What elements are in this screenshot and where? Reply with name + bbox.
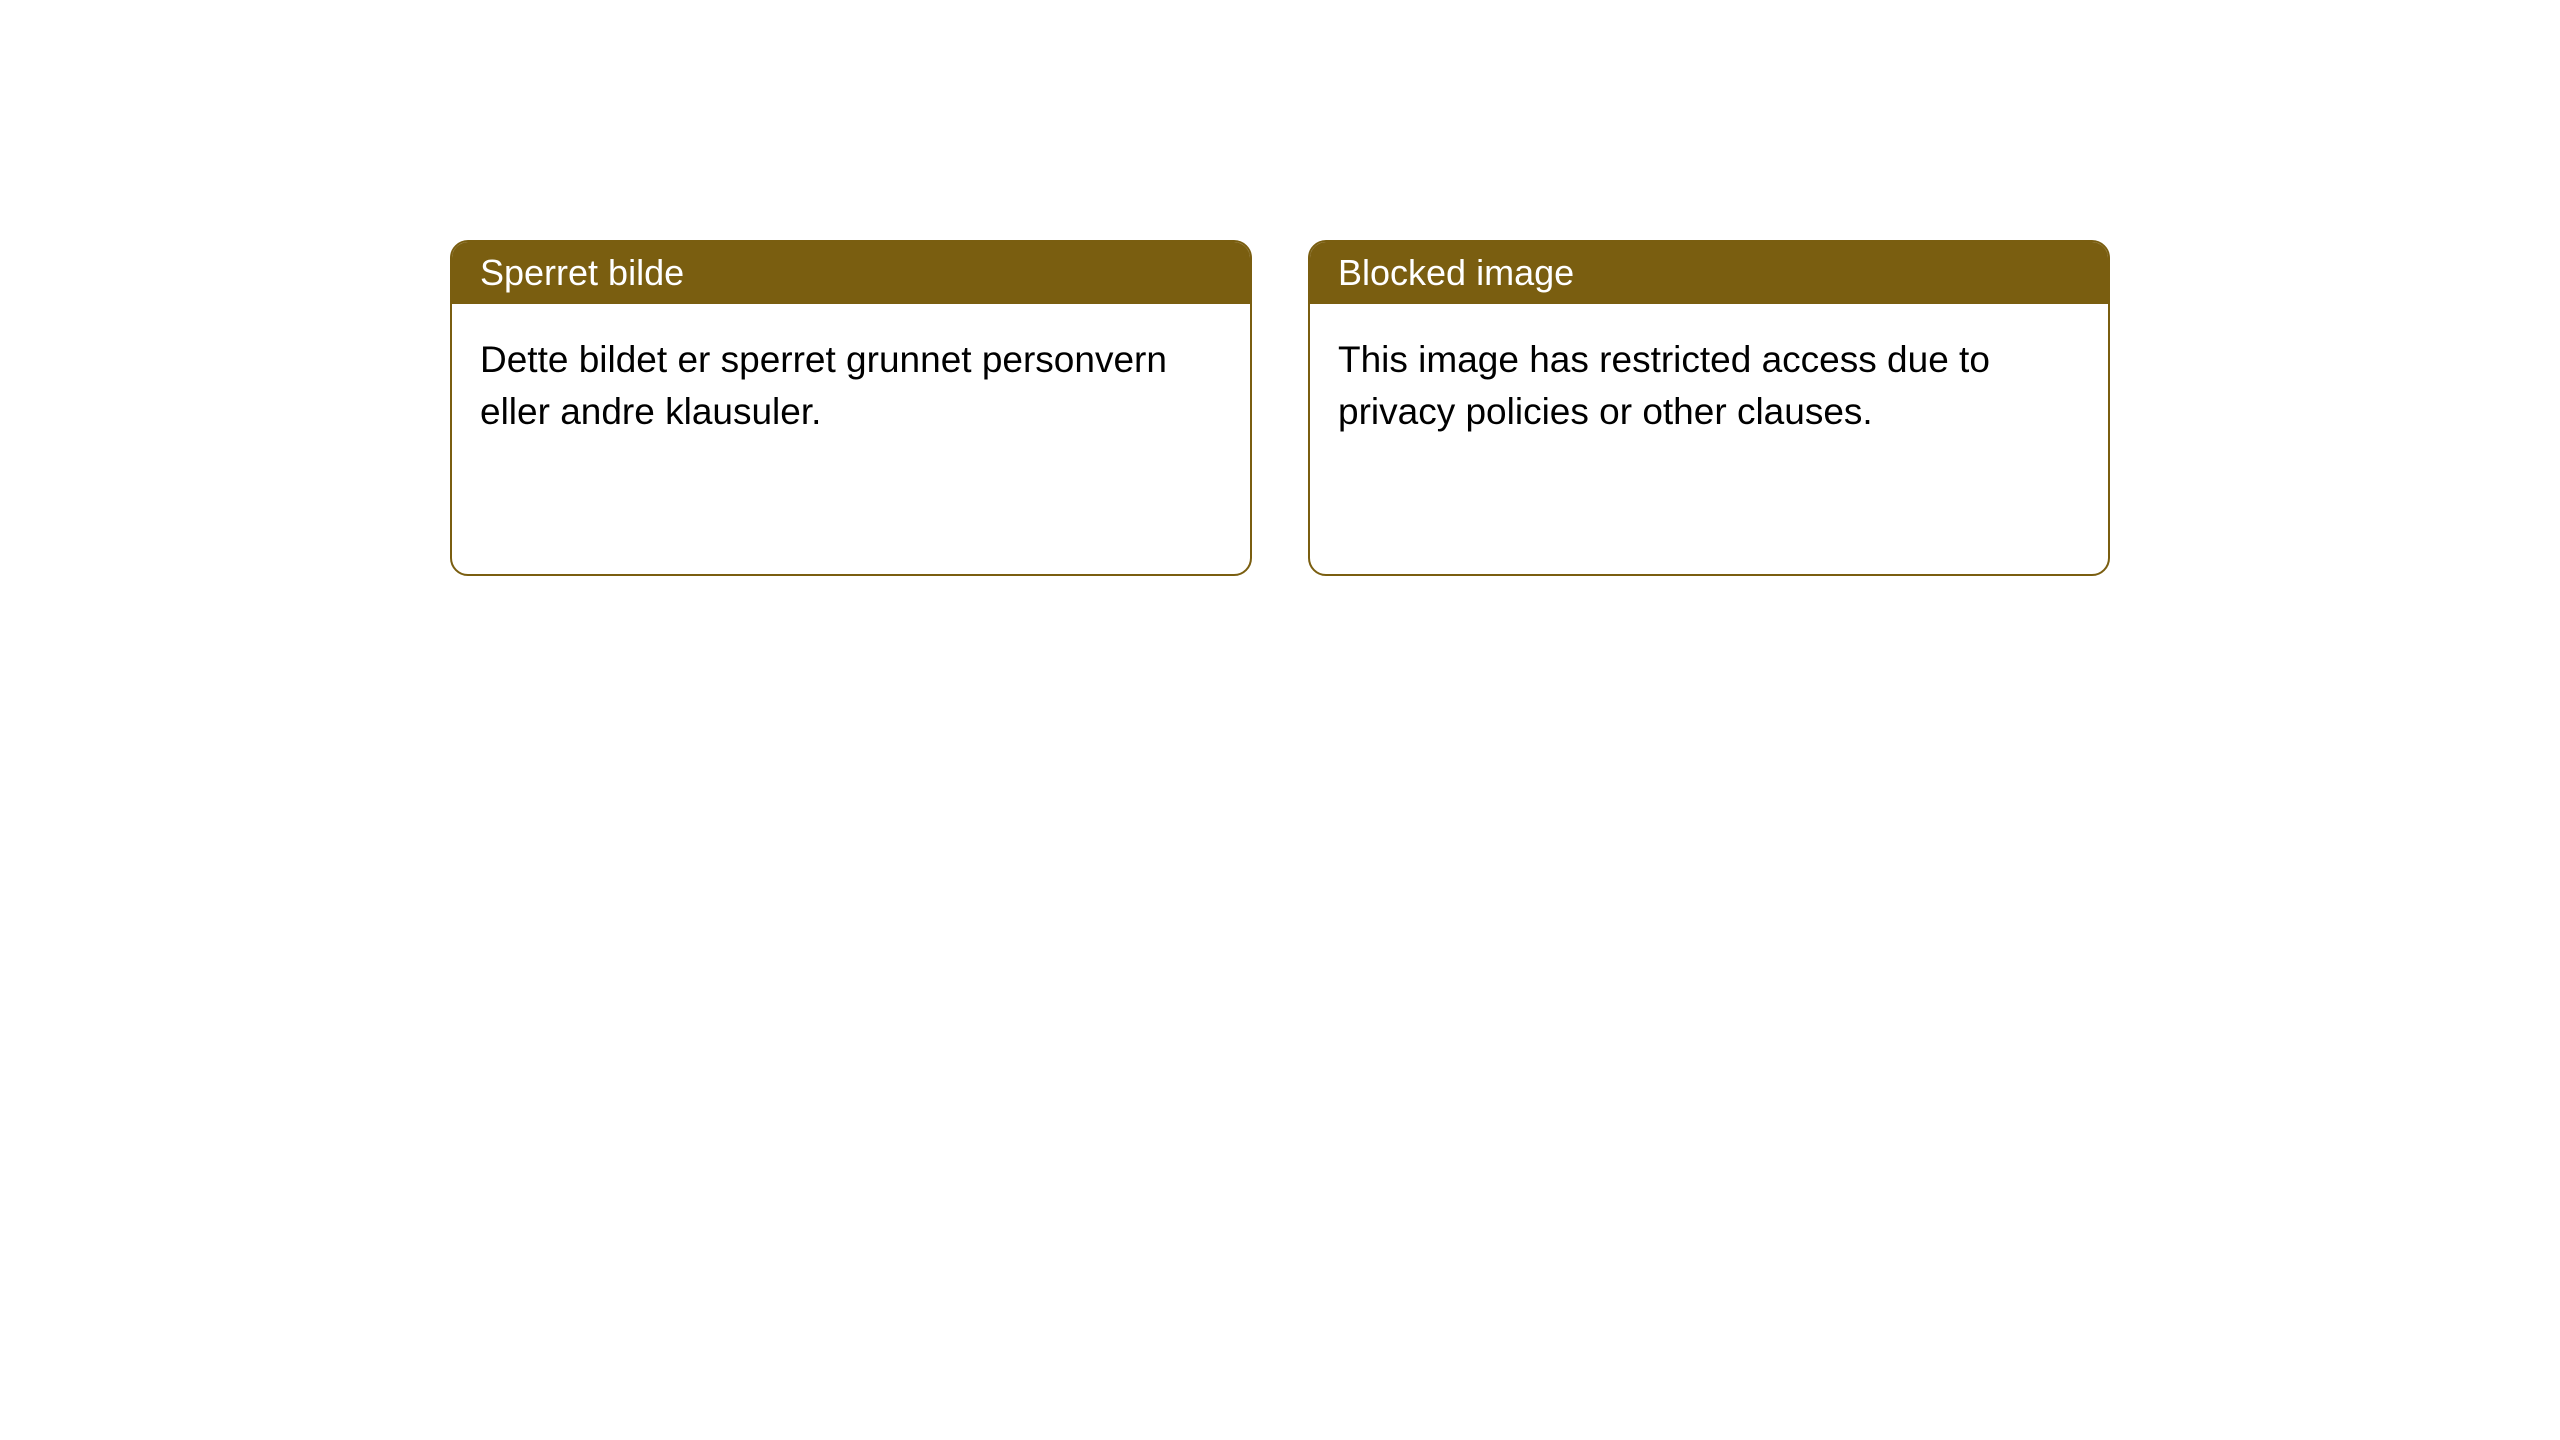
notice-header-english: Blocked image	[1310, 242, 2108, 304]
notice-container: Sperret bilde Dette bildet er sperret gr…	[0, 0, 2560, 576]
notice-body-english: This image has restricted access due to …	[1310, 304, 2108, 574]
notice-card-norwegian: Sperret bilde Dette bildet er sperret gr…	[450, 240, 1252, 576]
notice-header-norwegian: Sperret bilde	[452, 242, 1250, 304]
notice-card-english: Blocked image This image has restricted …	[1308, 240, 2110, 576]
notice-body-norwegian: Dette bildet er sperret grunnet personve…	[452, 304, 1250, 574]
